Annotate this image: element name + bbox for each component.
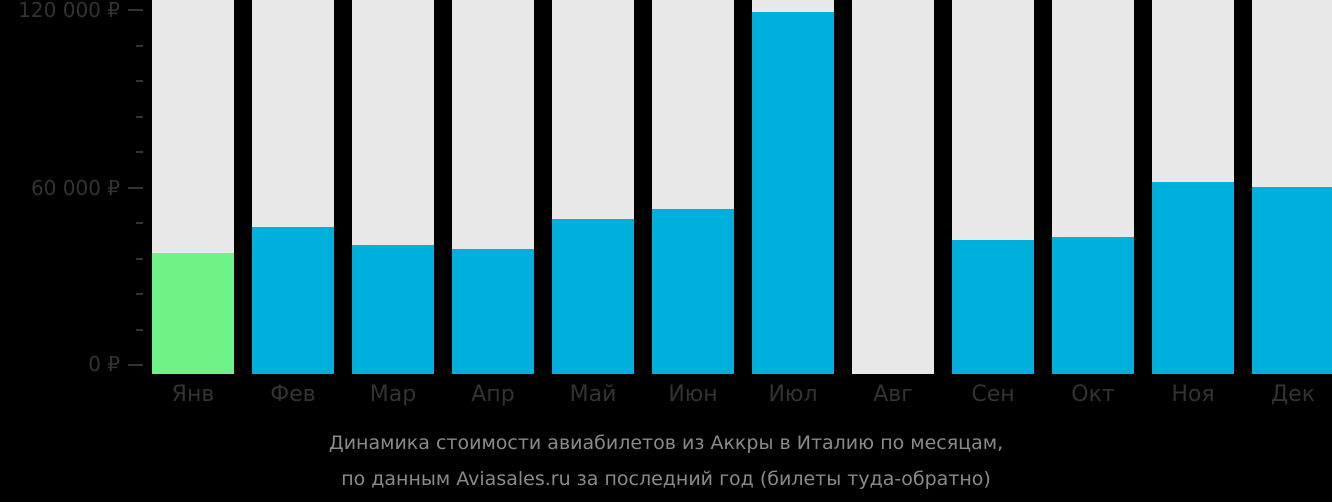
bar-track [852, 0, 934, 374]
bar-track [552, 0, 634, 374]
bar-track [152, 0, 234, 374]
x-label: Май [569, 382, 617, 407]
major-tick [128, 364, 143, 366]
bar-value[interactable] [952, 240, 1034, 374]
bar-track [752, 0, 834, 374]
bar-value[interactable] [652, 209, 734, 374]
chart-caption-line1: Динамика стоимости авиабилетов из Аккры … [328, 432, 1004, 454]
major-tick [128, 9, 143, 11]
bar-track [352, 0, 434, 374]
bar-track [1052, 0, 1134, 374]
bar-track [652, 0, 734, 374]
bar-track [452, 0, 534, 374]
x-label: Авг [873, 382, 913, 407]
minor-tick [136, 257, 143, 260]
y-label-60000: 60 000 ₽ [30, 176, 120, 200]
bar-track [252, 0, 334, 374]
x-label: Сен [971, 382, 1015, 407]
minor-tick [136, 44, 143, 47]
chart-caption-line2: по данным Aviasales.ru за последний год … [341, 468, 991, 490]
x-label: Янв [171, 382, 215, 407]
x-label: Апр [471, 382, 515, 407]
bar-track [952, 0, 1034, 374]
major-tick [128, 186, 143, 189]
minor-tick [136, 328, 143, 331]
bar-value[interactable] [252, 227, 334, 374]
bar-track [1252, 0, 1332, 374]
y-label-120000: 120 000 ₽ [18, 0, 120, 22]
bar-value[interactable] [352, 244, 434, 374]
bar-value[interactable] [1152, 181, 1234, 374]
minor-tick [136, 151, 143, 153]
bar-value[interactable] [152, 252, 234, 374]
x-label: Июн [668, 382, 718, 407]
bar-value[interactable] [1052, 236, 1134, 374]
x-label: Дек [1270, 382, 1315, 407]
bar-value[interactable] [552, 219, 634, 374]
x-label: Окт [1071, 382, 1115, 407]
minor-tick [136, 222, 143, 224]
bar-value[interactable] [1252, 186, 1332, 374]
bar-track [1152, 0, 1234, 374]
x-label: Фев [270, 382, 316, 407]
minor-tick [136, 115, 143, 118]
minor-tick [136, 293, 143, 295]
bar-value[interactable] [752, 11, 834, 374]
x-label: Июл [768, 382, 818, 407]
bar-value[interactable] [452, 249, 534, 374]
x-label: Мар [369, 382, 417, 407]
x-label: Ноя [1171, 382, 1215, 407]
minor-tick [136, 80, 143, 82]
y-label-0: 0 ₽ [88, 352, 120, 376]
